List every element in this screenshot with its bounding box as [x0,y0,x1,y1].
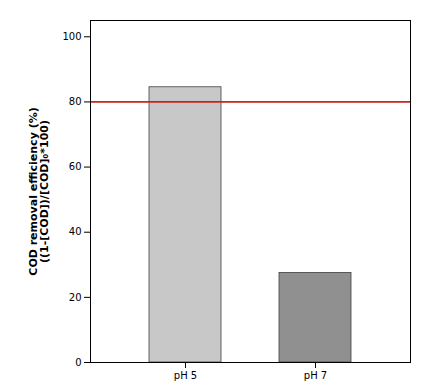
svg-text:60: 60 [69,161,82,172]
svg-text:COD removal efficiency (%)((1-: COD removal efficiency (%)((1-[COD])/[CO… [27,107,51,275]
svg-text:pH 5: pH 5 [174,370,197,381]
svg-text:40: 40 [69,226,82,237]
svg-text:80: 80 [69,96,82,107]
svg-text:100: 100 [62,31,81,42]
svg-text:pH 7: pH 7 [304,370,327,381]
svg-text:0: 0 [75,357,81,368]
svg-text:20: 20 [69,292,82,303]
